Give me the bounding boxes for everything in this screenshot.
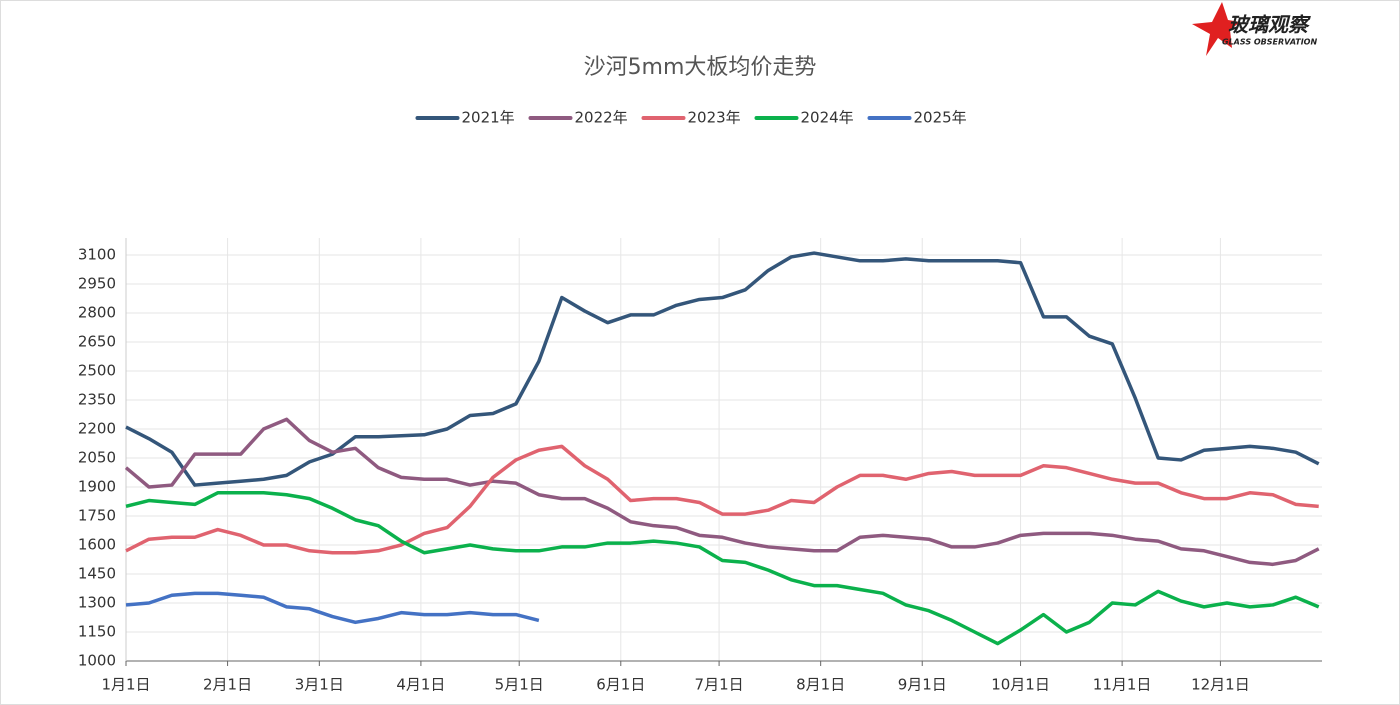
y-tick-label: 1150 xyxy=(78,623,116,641)
legend-label: 2025年 xyxy=(914,109,967,127)
x-tick-label: 1月1日 xyxy=(101,676,150,694)
legend-label: 2023年 xyxy=(688,109,741,127)
legend-label: 2022年 xyxy=(575,109,628,127)
x-tick-label: 8月1日 xyxy=(796,676,845,694)
y-tick-label: 1000 xyxy=(78,652,116,670)
x-tick-label: 5月1日 xyxy=(495,676,544,694)
x-tick-label: 9月1日 xyxy=(898,676,947,694)
logo-star xyxy=(1192,2,1240,56)
x-tick-label: 7月1日 xyxy=(695,676,744,694)
x-tick-label: 10月1日 xyxy=(991,676,1050,694)
x-tick-label: 3月1日 xyxy=(295,676,344,694)
x-tick-label: 6月1日 xyxy=(596,676,645,694)
y-tick-label: 2650 xyxy=(78,333,116,351)
x-tick-label: 4月1日 xyxy=(396,676,445,694)
chart-title: 沙河5mm大板均价走势 xyxy=(584,55,817,80)
legend-label: 2021年 xyxy=(462,109,515,127)
logo-subtitle: GLASS OBSERVATION xyxy=(1222,38,1317,47)
x-tick-label: 11月1日 xyxy=(1093,676,1152,694)
y-tick-label: 1300 xyxy=(78,594,116,612)
y-tick-label: 2800 xyxy=(78,304,116,322)
y-tick-label: 1600 xyxy=(78,536,116,554)
y-tick-label: 2050 xyxy=(78,449,116,467)
y-tick-label: 2200 xyxy=(78,420,116,438)
y-tick-label: 1450 xyxy=(78,565,116,583)
y-tick-label: 1900 xyxy=(78,478,116,496)
x-tick-label: 2月1日 xyxy=(203,676,252,694)
legend-label: 2024年 xyxy=(801,109,854,127)
series-line xyxy=(125,444,1319,555)
x-tick-label: 12月1日 xyxy=(1191,676,1250,694)
series-line xyxy=(125,251,1320,487)
series-line xyxy=(124,417,1320,567)
y-tick-label: 1750 xyxy=(78,507,116,525)
y-tick-label: 2350 xyxy=(78,391,116,409)
logo-name: 玻璃观察 xyxy=(1228,13,1311,37)
series-line xyxy=(125,491,1320,646)
series-line xyxy=(125,591,540,625)
logo: 玻璃观察 GLASS OBSERVATION xyxy=(1192,2,1317,56)
y-tick-label: 3100 xyxy=(78,246,116,264)
y-tick-label: 2950 xyxy=(78,275,116,293)
y-tick-label: 2500 xyxy=(78,362,116,380)
